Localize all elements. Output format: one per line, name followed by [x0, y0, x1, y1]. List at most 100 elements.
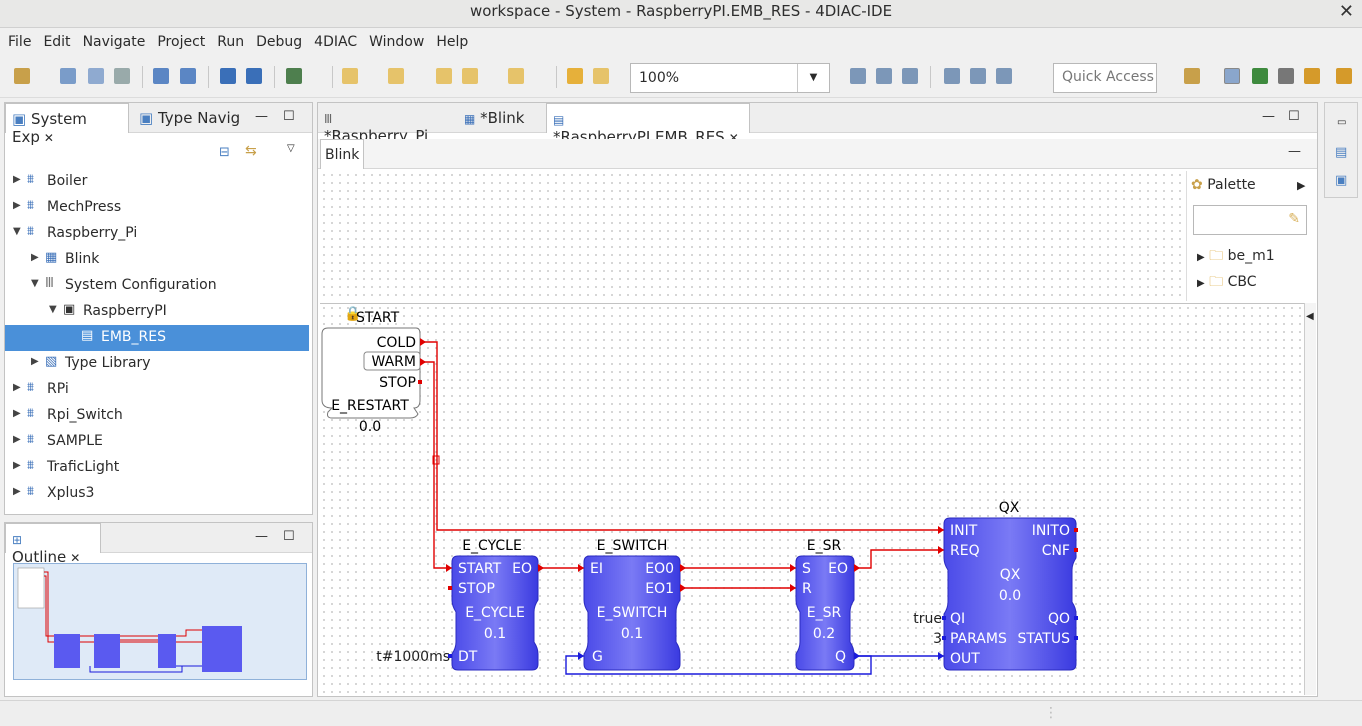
menu-edit[interactable]: Edit [43, 34, 71, 50]
undo-icon[interactable] [567, 68, 583, 84]
tab-blink[interactable]: ▦ *Blink [464, 109, 525, 127]
align-top-icon[interactable] [944, 68, 960, 84]
previous-annotation-icon[interactable] [388, 68, 404, 84]
port-s[interactable]: S [802, 561, 811, 577]
back-icon[interactable] [462, 68, 478, 84]
next-annotation-icon[interactable] [342, 68, 358, 84]
port-status[interactable]: STATUS [1017, 631, 1070, 647]
view-menu-icon[interactable]: ▽ [287, 143, 295, 154]
minimize-icon[interactable]: — [1288, 144, 1301, 159]
tree-item[interactable]: ▼ ▣ RaspberryPI [5, 299, 309, 325]
palette-item-be-m1[interactable]: ▶ 🗀 be_m1 [1197, 248, 1275, 264]
port-stop[interactable]: STOP [379, 375, 416, 391]
chevron-right-icon[interactable]: ▶ [13, 434, 21, 445]
chevron-right-icon[interactable]: ▶ [13, 408, 21, 419]
zoom-combo[interactable]: 100% ▼ [630, 63, 830, 93]
palette-collapse-bar[interactable]: ◀ [1304, 303, 1316, 695]
deploy-icon[interactable] [220, 68, 236, 84]
menu-project[interactable]: Project [157, 34, 206, 50]
minimize-icon[interactable]: — [255, 529, 268, 544]
search-icon[interactable] [286, 68, 302, 84]
tree-item[interactable]: ▶ ⩩ Xplus3 [5, 481, 309, 507]
params-parameter-value[interactable]: 3 [933, 631, 942, 647]
port-qo[interactable]: QO [1048, 611, 1070, 627]
palette-header[interactable]: ✿ Palette [1191, 177, 1256, 193]
tab-system-explorer[interactable]: ▣ System Exp ✕ [5, 103, 129, 146]
print-icon[interactable] [114, 68, 130, 84]
clear-icon[interactable]: ✎ [1288, 211, 1300, 227]
subtab-blink[interactable]: Blink [320, 139, 365, 169]
port-out[interactable]: OUT [950, 651, 980, 667]
tree-item[interactable]: ▶ ⩩ RPi [5, 377, 309, 403]
port-g[interactable]: G [592, 649, 603, 665]
new-icon[interactable] [14, 68, 30, 84]
port-cnf[interactable]: CNF [1042, 543, 1070, 559]
menu-debug[interactable]: Debug [256, 34, 303, 50]
port-params[interactable]: PARAMS [950, 631, 1007, 647]
palette-item-cbc[interactable]: ▶ 🗀 CBC [1197, 274, 1257, 290]
open-type-hierarchy-icon[interactable] [180, 68, 196, 84]
tree-item[interactable]: ▼ ⩩ Raspberry_Pi [5, 221, 309, 247]
align-bottom-icon[interactable] [996, 68, 1012, 84]
fb-e-sr[interactable]: E_SR S R EO E_SR 0.2 Q [790, 538, 860, 671]
link-with-editor-icon[interactable]: ⇆ [245, 143, 257, 159]
tab-raspberry-pi[interactable]: Ⅲ *Raspberry_Pi [324, 112, 429, 145]
open-type-icon[interactable] [153, 68, 169, 84]
deployment-perspective-icon[interactable] [1278, 68, 1294, 84]
palette-search-input[interactable]: ✎ [1193, 205, 1307, 235]
properties-view-icon[interactable]: ▤ [1335, 145, 1348, 160]
align-right-icon[interactable] [902, 68, 918, 84]
close-window-icon[interactable]: ✕ [1338, 1, 1354, 22]
port-qi[interactable]: QI [950, 611, 965, 627]
chevron-down-icon[interactable]: ▼ [31, 278, 39, 289]
tree-item[interactable]: ▤ EMB_RES [5, 325, 309, 351]
dt-parameter-value[interactable]: t#1000ms [376, 649, 450, 665]
open-perspective-icon[interactable] [1184, 68, 1200, 84]
monitor-icon[interactable] [246, 68, 262, 84]
console-view-icon[interactable]: ▣ [1335, 173, 1348, 188]
maximize-icon[interactable]: ☐ [283, 529, 295, 544]
diagram-canvas[interactable]: 🔒 START COLD WARM STOP E_RESTART 0.0 E_C… [320, 303, 1306, 695]
port-req[interactable]: REQ [950, 543, 980, 559]
chevron-right-icon[interactable]: ▶ [31, 252, 39, 263]
last-edit-icon[interactable] [436, 68, 452, 84]
port-init[interactable]: INIT [950, 523, 978, 539]
chevron-down-icon[interactable]: ▼ [49, 304, 57, 315]
tree-item[interactable]: ▶ ⩩ TraficLight [5, 455, 309, 481]
tab-type-navigator[interactable]: ▣ Type Navig [139, 109, 241, 127]
tree-item[interactable]: ▶ ⩩ Rpi_Switch [5, 403, 309, 429]
close-icon[interactable]: ✕ [728, 131, 739, 145]
port-r[interactable]: R [802, 581, 812, 597]
tree-item[interactable]: ▶ ⩩ Boiler [5, 169, 309, 195]
align-middle-icon[interactable] [970, 68, 986, 84]
port-stop[interactable]: STOP [458, 581, 495, 597]
chevron-right-icon[interactable]: ▶ [13, 200, 21, 211]
tree-item[interactable]: ▼ Ⅲ System Configuration [5, 273, 309, 299]
debug-perspective-icon[interactable] [1252, 68, 1268, 84]
tree-item[interactable]: ▶ ▧ Type Library [5, 351, 309, 377]
fb-qx[interactable]: QX INIT REQ INITO CNF QX 0.0 QI PARAMS O… [913, 500, 1078, 671]
tree-item[interactable]: ▶ ▦ Blink [5, 247, 309, 273]
fb-e-switch[interactable]: E_SWITCH EI EO0 EO1 E_SWITCH 0.1 G [578, 538, 686, 671]
chevron-down-icon[interactable]: ▼ [797, 64, 829, 92]
port-eo[interactable]: EO [828, 561, 848, 577]
align-center-icon[interactable] [876, 68, 892, 84]
tab-outline[interactable]: ⊞ Outline ✕ [5, 523, 101, 566]
system-perspective-icon[interactable] [1224, 68, 1240, 84]
port-ei[interactable]: EI [590, 561, 603, 577]
minimize-icon[interactable]: — [1262, 109, 1275, 124]
tree-item[interactable]: ▶ ⩩ MechPress [5, 195, 309, 221]
chevron-right-icon[interactable]: ▶ [13, 382, 21, 393]
menu-help[interactable]: Help [436, 34, 469, 50]
chevron-down-icon[interactable]: ▼ [13, 226, 21, 237]
forward-icon[interactable] [508, 68, 524, 84]
menu-window[interactable]: Window [369, 34, 425, 50]
port-inito[interactable]: INITO [1032, 523, 1070, 539]
save-icon[interactable] [60, 68, 76, 84]
minimize-icon[interactable]: — [255, 109, 268, 124]
redo-icon[interactable] [593, 68, 609, 84]
menu-file[interactable]: File [8, 34, 32, 50]
port-eo[interactable]: EO [512, 561, 532, 577]
close-icon[interactable]: ✕ [43, 131, 54, 145]
close-icon[interactable]: ✕ [70, 551, 81, 565]
